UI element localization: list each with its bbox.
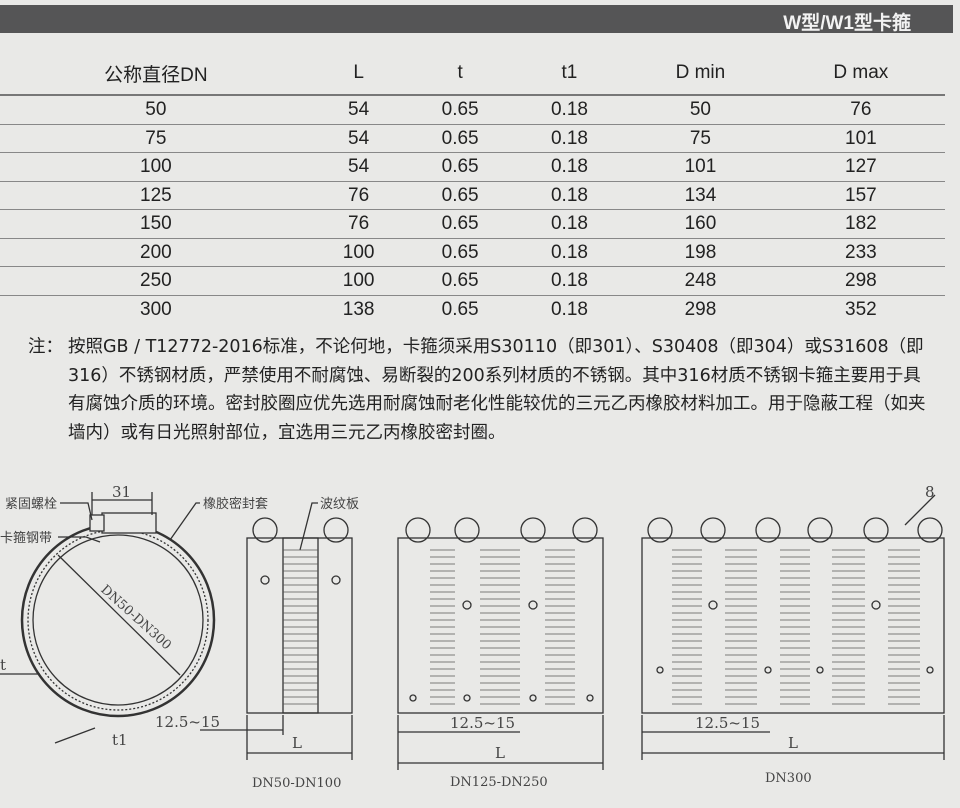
table-cell: 182 [776,209,945,239]
table-cell: 0.65 [405,95,515,125]
label-t1: t1 [112,731,128,749]
table-cell: 0.18 [514,238,625,267]
table-cell: 160 [624,209,777,239]
table-cell: 54 [311,95,406,125]
table-cell: 298 [684,298,717,320]
table-cell: 0.65 [405,266,515,296]
table-cell: 76 [311,209,406,239]
table-cell: 0.18 [550,298,588,320]
clamp-diagrams: 紧固螺栓 卡箍钢带 31 橡胶密封套 波纹板 DN50-DN300 t t1 1… [0,483,945,791]
label-range: DN50-DN300 [97,582,173,653]
table-row: 100 54 0.65 0.18 101 127 [0,152,945,182]
table-cell: 0.18 [514,266,625,296]
table-cell: 75 [624,124,777,153]
table-cell: 138 [342,298,375,320]
table-cell: 50 [0,95,312,125]
label-width: 31 [112,483,131,501]
note: 注： 按照GB / T12772-2016标准，不论何地，卡箍须采用S30110… [28,333,938,447]
label-rubber: 橡胶密封套 [203,496,268,512]
table-cell: 100 [0,152,312,182]
label-gap: 12.5~15 [155,713,220,731]
panel-dn50-dn100 [200,517,353,760]
table-cell: 0.65 [405,209,515,239]
table-row: 300 138 0.65 0.18 298 352 [0,295,945,323]
title: W型/W1型卡箍 [783,13,911,34]
table-cell: 0.18 [514,152,625,182]
table-cell: 76 [311,181,406,210]
label-corrugated: 波纹板 [320,497,359,512]
table-cell: 0.18 [514,209,625,239]
table-cell: 134 [624,181,777,210]
table-row: 200 100 0.65 0.18 198 233 [0,238,945,267]
column-header: 公称直径DN [0,52,312,96]
table-cell: 0.65 [441,298,479,320]
label-8: 8 [925,483,935,501]
label-bolt: 紧固螺栓 [5,497,57,512]
label-gap-2: 12.5~15 [450,714,515,732]
title-bar: W型/W1型卡箍 [0,5,953,34]
table-cell: 0.65 [405,238,515,267]
table-body: 50 54 0.65 0.18 50 76 75 54 0.65 0.18 75 101 100 54 0.… [0,95,945,323]
column-header: D max [776,52,945,96]
table-cell: 0.18 [514,181,625,210]
table-row: 250 100 0.65 0.18 248 298 [0,266,945,296]
label-L: L [292,734,302,752]
table-cell: 0.65 [405,181,515,210]
table-cell: 54 [311,124,406,153]
label-gap-3: 12.5~15 [695,714,760,732]
panel-dn125-dn250 [397,517,604,770]
table-row: 125 76 0.65 0.18 134 157 [0,181,945,210]
table-row: 50 54 0.65 0.18 50 76 [0,95,945,125]
column-header: D min [624,52,777,96]
table-cell: 125 [0,181,312,210]
column-header: t1 [514,52,625,96]
note-label: 注： [28,337,63,357]
table-cell: 100 [311,266,406,296]
caption-dn50-dn100: DN50-DN100 [252,776,341,791]
label-L-3: L [788,734,798,752]
table-cell: 101 [776,124,945,153]
table-cell: 0.65 [405,124,515,153]
table-cell: 248 [624,266,777,296]
table-cell: 300 [140,298,172,320]
table-cell: 101 [624,152,777,182]
table-cell: 0.18 [514,124,625,153]
clamp-cross-section [0,492,318,744]
table-row: 150 76 0.65 0.18 160 182 [0,209,945,239]
table-cell: 157 [776,181,945,210]
table-cell: 200 [0,238,312,267]
table-cell: 0.18 [514,95,625,125]
table-cell: 250 [0,266,312,296]
table-cell: 150 [0,209,312,239]
label-t: t [0,656,6,674]
label-band: 卡箍钢带 [0,530,52,546]
column-header: L [311,52,406,96]
table-cell: 233 [776,238,945,267]
panel-dn300 [641,494,945,760]
note-text: 按照GB / T12772-2016标准，不论何地，卡箍须采用S30110（即3… [68,337,926,443]
table-cell: 198 [624,238,777,267]
caption-dn125-dn250: DN125-DN250 [450,775,548,790]
table-row: 75 54 0.65 0.18 75 101 [0,124,945,153]
table-cell: 298 [776,266,945,296]
label-L-2: L [495,744,505,762]
table-cell: 54 [311,152,406,182]
caption-dn300: DN300 [765,771,812,786]
table-cell: 0.65 [405,152,515,182]
table-cell: 127 [776,152,945,182]
column-header: t [405,52,515,96]
table-cell: 76 [776,95,945,125]
table-cell: 352 [845,298,877,320]
table-cell: 75 [0,124,312,153]
table-cell: 100 [311,238,406,267]
table-cell: 50 [624,95,777,125]
